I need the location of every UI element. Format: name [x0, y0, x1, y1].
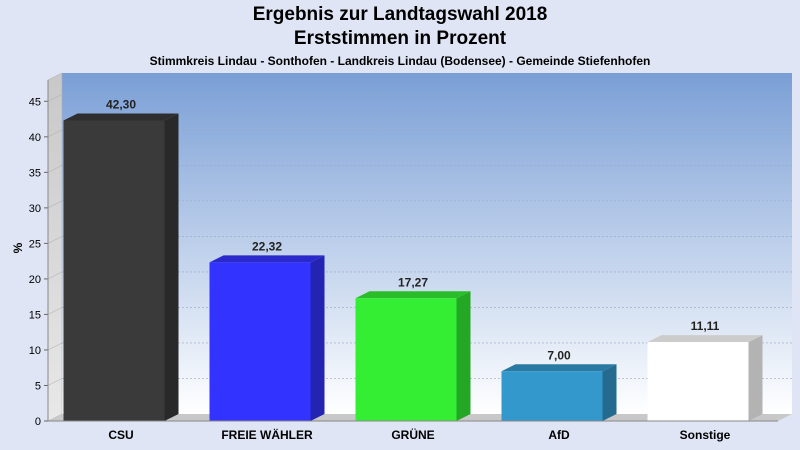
bar-side — [602, 364, 617, 421]
y-tick-label: 10 — [29, 345, 41, 357]
x-tick-label: GRÜNE — [391, 427, 434, 442]
bar-top — [647, 335, 763, 343]
grid-line-wall — [47, 94, 63, 102]
chart-caption: Stimmkreis Lindau - Sonthofen - Landkrei… — [149, 54, 651, 68]
grid-line-wall — [47, 200, 63, 209]
x-tick-label: CSU — [108, 428, 133, 442]
y-tick-label: 40 — [29, 132, 41, 144]
bar-value-label: 17,27 — [398, 275, 428, 289]
bar-afd: 7,00 — [501, 348, 617, 421]
bar-front — [209, 262, 311, 421]
bar-value-label: 11,11 — [691, 319, 720, 333]
grid-line-wall — [47, 378, 63, 386]
bar-value-label: 42,30 — [106, 97, 136, 111]
y-tick-label: 35 — [29, 167, 41, 179]
x-tick-label: Sonstige — [680, 428, 731, 442]
bar-top — [209, 255, 325, 263]
y-tick-label: 15 — [29, 309, 41, 321]
bar-side — [164, 113, 179, 422]
grid-line-wall — [47, 271, 63, 280]
bar-side — [456, 291, 471, 421]
bar-csu: 42,30 — [63, 97, 179, 422]
bar-value-label: 7,00 — [547, 348, 571, 362]
grid-line-wall — [47, 165, 63, 173]
bar-top — [501, 364, 617, 372]
grid-line-wall — [47, 342, 63, 351]
grid-line-wall — [47, 236, 63, 244]
bar-freie-w-hler: 22,32 — [209, 239, 325, 421]
bar-front — [501, 371, 603, 421]
bar-top — [63, 113, 179, 121]
grid-line-wall — [47, 307, 63, 315]
y-tick-label: 20 — [29, 274, 41, 286]
bar-front — [647, 342, 749, 421]
x-tick-label: AfD — [548, 428, 570, 442]
bar-front — [355, 298, 457, 421]
y-axis-label: % — [11, 242, 25, 253]
plot-left-wall — [47, 72, 63, 422]
y-tick-label: 5 — [35, 380, 41, 392]
bar-sonstige: 11,11 — [647, 319, 763, 421]
bar-top — [355, 291, 471, 299]
bar-gr-ne: 17,27 — [355, 275, 471, 421]
y-tick-label: 45 — [29, 96, 41, 108]
bar-value-label: 22,32 — [252, 239, 282, 253]
chart-title: Ergebnis zur Landtagswahl 2018 — [252, 4, 548, 25]
grid-line-wall — [47, 129, 63, 138]
bar-side — [748, 335, 763, 421]
x-tick-label: FREIE WÄHLER — [221, 427, 313, 442]
bar-front — [63, 120, 165, 422]
chart-subtitle: Erststimmen in Prozent — [293, 28, 507, 49]
y-tick-label: 25 — [29, 238, 41, 250]
bar-side — [310, 255, 325, 421]
y-tick-label: 30 — [29, 203, 41, 215]
y-tick-label: 0 — [35, 416, 41, 428]
